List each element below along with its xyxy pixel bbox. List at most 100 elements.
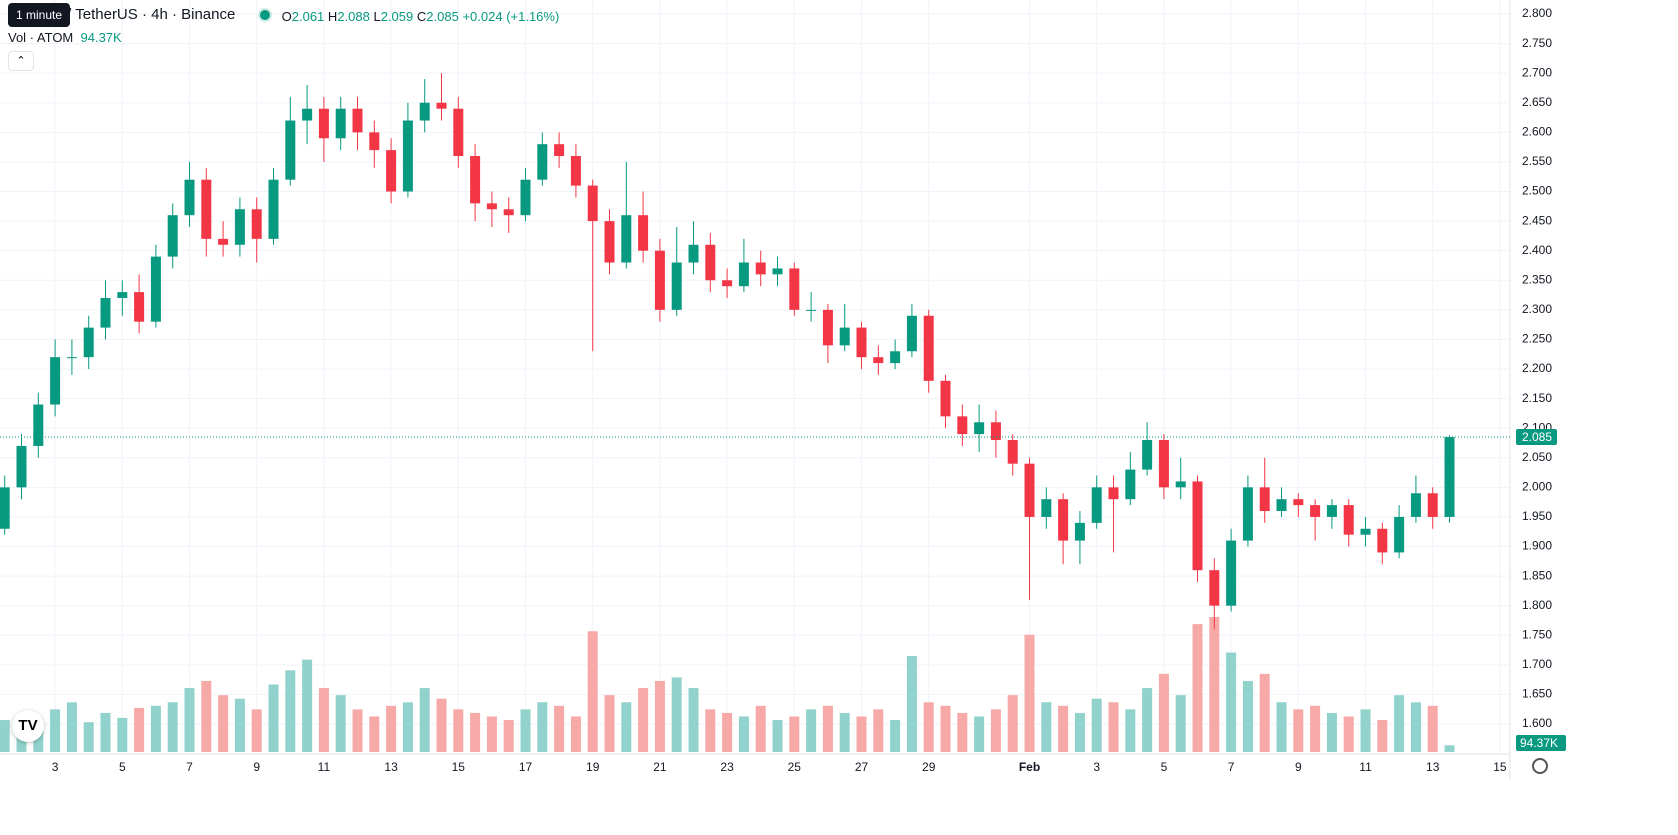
settings-button[interactable] bbox=[1532, 758, 1548, 774]
x-tick-label: 3 bbox=[1093, 760, 1100, 774]
collapse-button[interactable]: ⌃ bbox=[8, 51, 34, 71]
y-tick-label: 1.850 bbox=[1522, 568, 1552, 582]
volume-bar bbox=[503, 720, 514, 752]
candle-body bbox=[906, 315, 917, 352]
x-tick-label: 29 bbox=[922, 760, 936, 774]
volume-bar bbox=[1427, 705, 1438, 752]
volume-value: 94.37K bbox=[80, 30, 122, 45]
y-tick-label: 2.550 bbox=[1522, 154, 1552, 168]
candle-body bbox=[352, 108, 363, 133]
y-tick-label: 1.750 bbox=[1522, 627, 1552, 641]
volume-bar bbox=[1024, 634, 1035, 752]
volume-bar bbox=[1074, 712, 1085, 752]
candle-body bbox=[134, 292, 145, 322]
candles bbox=[0, 73, 1455, 630]
candle-body bbox=[1007, 440, 1018, 464]
candle-body bbox=[1394, 516, 1405, 553]
legend-label: O bbox=[281, 9, 292, 24]
volume-bar bbox=[335, 695, 346, 752]
candle-body bbox=[722, 280, 733, 287]
candle-body bbox=[621, 215, 632, 263]
candle-body bbox=[638, 215, 649, 251]
candle-body bbox=[1343, 505, 1354, 535]
volume-bar bbox=[923, 702, 934, 752]
y-tick-label: 1.600 bbox=[1522, 716, 1552, 730]
candle-body bbox=[923, 315, 934, 381]
volume-bar bbox=[890, 720, 901, 752]
legend-label: L bbox=[373, 9, 381, 24]
candle-body bbox=[1293, 499, 1304, 506]
candle-body bbox=[302, 108, 313, 121]
candle-body bbox=[1310, 505, 1321, 517]
volume-bar bbox=[705, 709, 716, 752]
x-tick-label: 11 bbox=[1359, 760, 1372, 774]
candle-body bbox=[486, 203, 497, 210]
y-tick-label: 2.150 bbox=[1522, 391, 1552, 405]
x-tick-label: 25 bbox=[788, 760, 802, 774]
volume-bar bbox=[1175, 695, 1186, 752]
candle-body bbox=[167, 215, 178, 257]
candle-body bbox=[1410, 493, 1421, 517]
legend-value: 2.085 bbox=[426, 9, 459, 24]
candle-body bbox=[873, 357, 884, 364]
volume-bar bbox=[83, 722, 94, 752]
candle-body bbox=[1427, 493, 1438, 517]
y-tick-label: 2.400 bbox=[1522, 243, 1552, 257]
volume-bar bbox=[604, 695, 615, 752]
volume-bar bbox=[789, 716, 800, 752]
volume-bar bbox=[570, 716, 581, 752]
volume-bar bbox=[436, 698, 447, 752]
y-tick-label: 2.500 bbox=[1522, 184, 1552, 198]
y-tick-label: 1.800 bbox=[1522, 598, 1552, 612]
volume-bar bbox=[419, 688, 430, 752]
candle-body bbox=[16, 445, 27, 488]
logo[interactable]: TV bbox=[12, 710, 44, 742]
volume-bar bbox=[1041, 702, 1052, 752]
volume-bar bbox=[1108, 702, 1119, 752]
y-tick-label: 1.950 bbox=[1522, 509, 1552, 523]
candle-body bbox=[1058, 499, 1069, 541]
y-tick-label: 1.650 bbox=[1522, 687, 1552, 701]
volume-bar bbox=[822, 705, 833, 752]
candle-body bbox=[1142, 440, 1153, 470]
x-tick-label: 27 bbox=[855, 760, 869, 774]
volume-bar bbox=[50, 709, 61, 752]
volume-bar bbox=[738, 716, 749, 752]
volume-bar bbox=[66, 702, 77, 752]
candle-body bbox=[470, 156, 481, 204]
candle-body bbox=[1276, 499, 1287, 512]
candle-body bbox=[285, 120, 296, 180]
volume-bar bbox=[167, 702, 178, 752]
volume-bar bbox=[470, 712, 481, 752]
volume-bar bbox=[654, 680, 665, 752]
candle-body bbox=[453, 108, 464, 157]
candle-body bbox=[688, 244, 699, 263]
volume-bar bbox=[806, 709, 817, 752]
y-tick-label: 2.600 bbox=[1522, 125, 1552, 139]
candle-body bbox=[335, 108, 346, 139]
volume-bar bbox=[33, 725, 44, 752]
volume-bar bbox=[1209, 617, 1220, 752]
candle-body bbox=[1192, 481, 1203, 571]
y-tick-label: 2.000 bbox=[1522, 480, 1552, 494]
volume-bar bbox=[839, 712, 850, 752]
volume-bar bbox=[352, 709, 363, 752]
candle-body bbox=[1209, 570, 1220, 606]
y-tick-label: 2.200 bbox=[1522, 361, 1552, 375]
candle-body bbox=[503, 209, 514, 216]
volume-bar bbox=[772, 720, 783, 752]
volume-bar bbox=[302, 659, 313, 752]
y-tick-label: 1.700 bbox=[1522, 657, 1552, 671]
candle-body bbox=[738, 262, 749, 287]
volume-bar bbox=[453, 709, 464, 752]
volume-bar bbox=[537, 702, 548, 752]
candle-body bbox=[83, 327, 94, 358]
y-tick-label: 2.750 bbox=[1522, 36, 1552, 50]
candle-body bbox=[234, 209, 245, 245]
volume-bar bbox=[1226, 652, 1237, 752]
x-tick-label: 23 bbox=[720, 760, 734, 774]
candle-body bbox=[1326, 505, 1337, 517]
volume-bar bbox=[0, 720, 10, 752]
candle-body bbox=[369, 132, 380, 151]
volume-bar bbox=[587, 631, 598, 752]
